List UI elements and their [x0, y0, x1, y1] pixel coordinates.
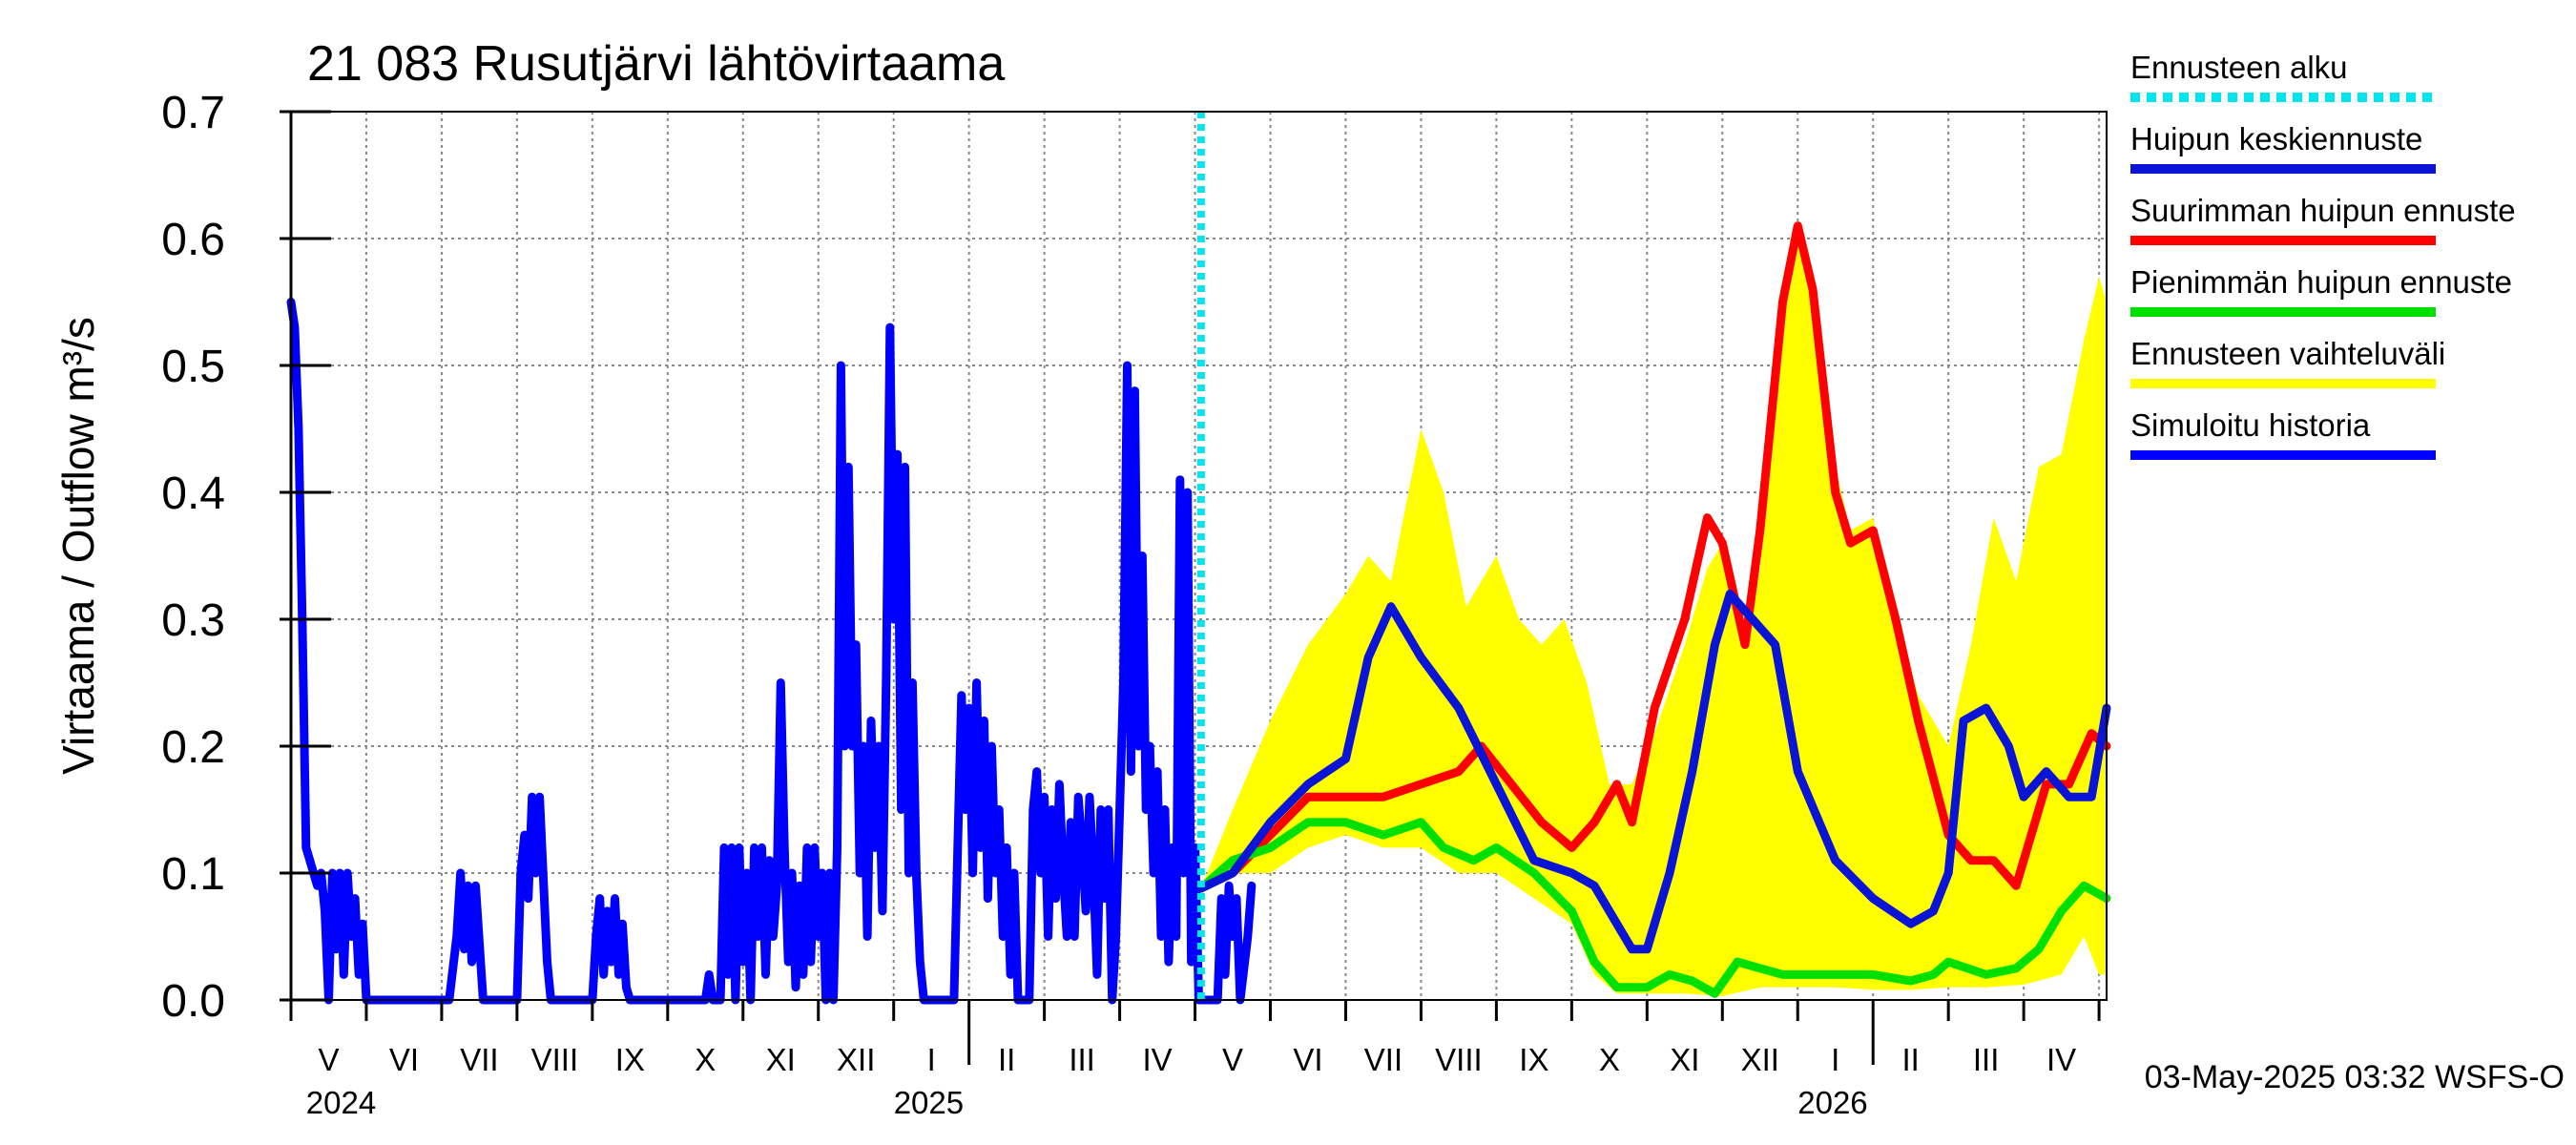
legend-label-mean_peak: Huipun keskiennuste — [2130, 121, 2422, 156]
x-month-label: V — [1222, 1042, 1243, 1077]
x-month-label: I — [1831, 1042, 1839, 1077]
legend-label-history: Simuloitu historia — [2130, 407, 2371, 443]
series-line-min_peak — [1196, 818, 2111, 998]
series-line-history — [286, 298, 1257, 1005]
legend: Ennusteen alku Huipun keskiennuste Suurimm… — [2130, 50, 2516, 460]
series-line-mean_peak — [1196, 589, 2111, 954]
x-month-label: II — [998, 1042, 1015, 1077]
y-tick-label: 0.1 — [161, 849, 225, 900]
x-month-label: X — [1599, 1042, 1620, 1077]
x-month-label: V — [318, 1042, 339, 1077]
x-month-label: IX — [1519, 1042, 1548, 1077]
x-month-label: VI — [389, 1042, 419, 1077]
x-month-label: VII — [460, 1042, 498, 1077]
y-tick-label: 0.6 — [161, 215, 225, 265]
y-tick-label: 0.4 — [161, 468, 225, 519]
x-month-label: VIII — [1435, 1042, 1483, 1077]
legend-label-max_peak: Suurimman huipun ennuste — [2130, 193, 2516, 228]
legend-label-forecast_start: Ennusteen alku — [2130, 50, 2348, 85]
x-month-label: XI — [766, 1042, 796, 1077]
series-line-max_peak — [1196, 221, 2111, 893]
y-tick-label: 0.5 — [161, 342, 225, 392]
forecast-range-band — [1200, 239, 2107, 996]
x-month-label: IV — [1142, 1042, 1172, 1077]
x-year-label: 2024 — [306, 1085, 376, 1120]
y-tick-label: 0.0 — [161, 976, 225, 1027]
x-month-label: VI — [1293, 1042, 1322, 1077]
x-year-label: 2025 — [894, 1085, 964, 1120]
legend-label-range: Ennusteen vaihteluväli — [2130, 336, 2445, 371]
plot-area — [286, 111, 2111, 1005]
x-month-label: XII — [837, 1042, 875, 1077]
x-month-label: VIII — [531, 1042, 579, 1077]
y-tick-label: 0.3 — [161, 595, 225, 646]
x-month-label: VII — [1364, 1042, 1402, 1077]
axes: 0.00.10.20.30.40.50.60.7V VI VII VIII IX X XI X… — [161, 88, 2108, 1120]
footer-timestamp: 03-May-2025 03:32 WSFS-O — [2145, 1059, 2565, 1095]
x-month-label: I — [927, 1042, 936, 1077]
x-month-label: XII — [1741, 1042, 1779, 1077]
x-month-label: II — [1902, 1042, 1920, 1077]
x-month-label: IX — [615, 1042, 645, 1077]
x-month-label: XI — [1670, 1042, 1699, 1077]
x-month-label: X — [695, 1042, 716, 1077]
chart-title: 21 083 Rusutjärvi lähtövirtaama — [307, 36, 1005, 92]
x-month-label: III — [1069, 1042, 1095, 1077]
x-month-label: III — [1973, 1042, 2000, 1077]
y-axis-label: Virtaama / Outflow m³/s — [53, 317, 103, 775]
y-tick-label: 0.7 — [161, 88, 225, 138]
x-month-label: IV — [2046, 1042, 2076, 1077]
y-tick-label: 0.2 — [161, 722, 225, 773]
legend-label-min_peak: Pienimmän huipun ennuste — [2130, 264, 2512, 300]
x-year-label: 2026 — [1797, 1085, 1867, 1120]
